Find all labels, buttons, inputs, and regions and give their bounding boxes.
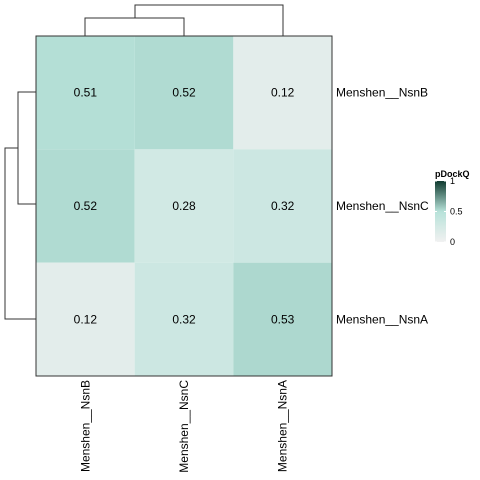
column-dendrogram-link-outer — [134, 4, 284, 36]
heatmap-cell — [134, 149, 234, 263]
cell-value-label: 0.32 — [172, 312, 196, 326]
cell-value-label: 0.12 — [74, 312, 98, 326]
row-label: Menshen__NsnB — [336, 86, 428, 100]
legend-tick-label: 1 — [450, 176, 455, 186]
cell-value-label: 0.52 — [172, 86, 196, 100]
row-label: Menshen__NsnA — [336, 312, 428, 326]
column-labels: Menshen__NsnB Menshen__NsnC Menshen__NsnA — [78, 380, 289, 473]
column-label: Menshen__NsnB — [78, 380, 92, 472]
heatmap-border — [35, 35, 333, 377]
legend-tick-label: 0.5 — [450, 207, 463, 217]
row-label: Menshen__NsnC — [336, 199, 429, 213]
cell-value-label: 0.51 — [74, 86, 98, 100]
legend-title: pDockQ — [435, 169, 470, 179]
row-dendrogram-link-outer — [4, 147, 36, 320]
heatmap-cell — [134, 262, 234, 376]
cell-value-label: 0.53 — [271, 312, 295, 326]
column-label: Menshen__NsnA — [276, 380, 290, 472]
row-dendrogram-link-inner — [17, 91, 36, 205]
heatmap-cells: 0.51 0.52 0.12 0.52 0.28 0.32 0.12 0.32 0.53 — [36, 36, 332, 376]
cell-value-label: 0.32 — [271, 199, 295, 213]
color-legend: pDockQ 10.50 — [435, 169, 470, 247]
cell-value-label: 0.28 — [172, 199, 196, 213]
column-label: Menshen__NsnC — [177, 380, 191, 473]
heatmap-cell — [36, 262, 135, 376]
row-dendrogram — [4, 91, 36, 320]
legend-ticks: 10.50 — [435, 176, 463, 247]
legend-colorbar — [435, 181, 446, 242]
cell-value-label: 0.52 — [74, 199, 98, 213]
heatmap-cell — [233, 262, 332, 376]
legend-tick-label: 0 — [450, 237, 455, 247]
column-dendrogram-link-inner — [84, 17, 185, 36]
heatmap-cell — [36, 149, 135, 263]
heatmap-cell — [233, 149, 332, 263]
row-labels: Menshen__NsnB Menshen__NsnC Menshen__NsnA — [336, 86, 429, 327]
heatmap-cell — [233, 36, 332, 150]
heatmap-cell — [134, 36, 234, 150]
cell-value-label: 0.12 — [271, 86, 295, 100]
column-dendrogram — [84, 4, 284, 36]
heatmap-cell — [36, 36, 135, 150]
